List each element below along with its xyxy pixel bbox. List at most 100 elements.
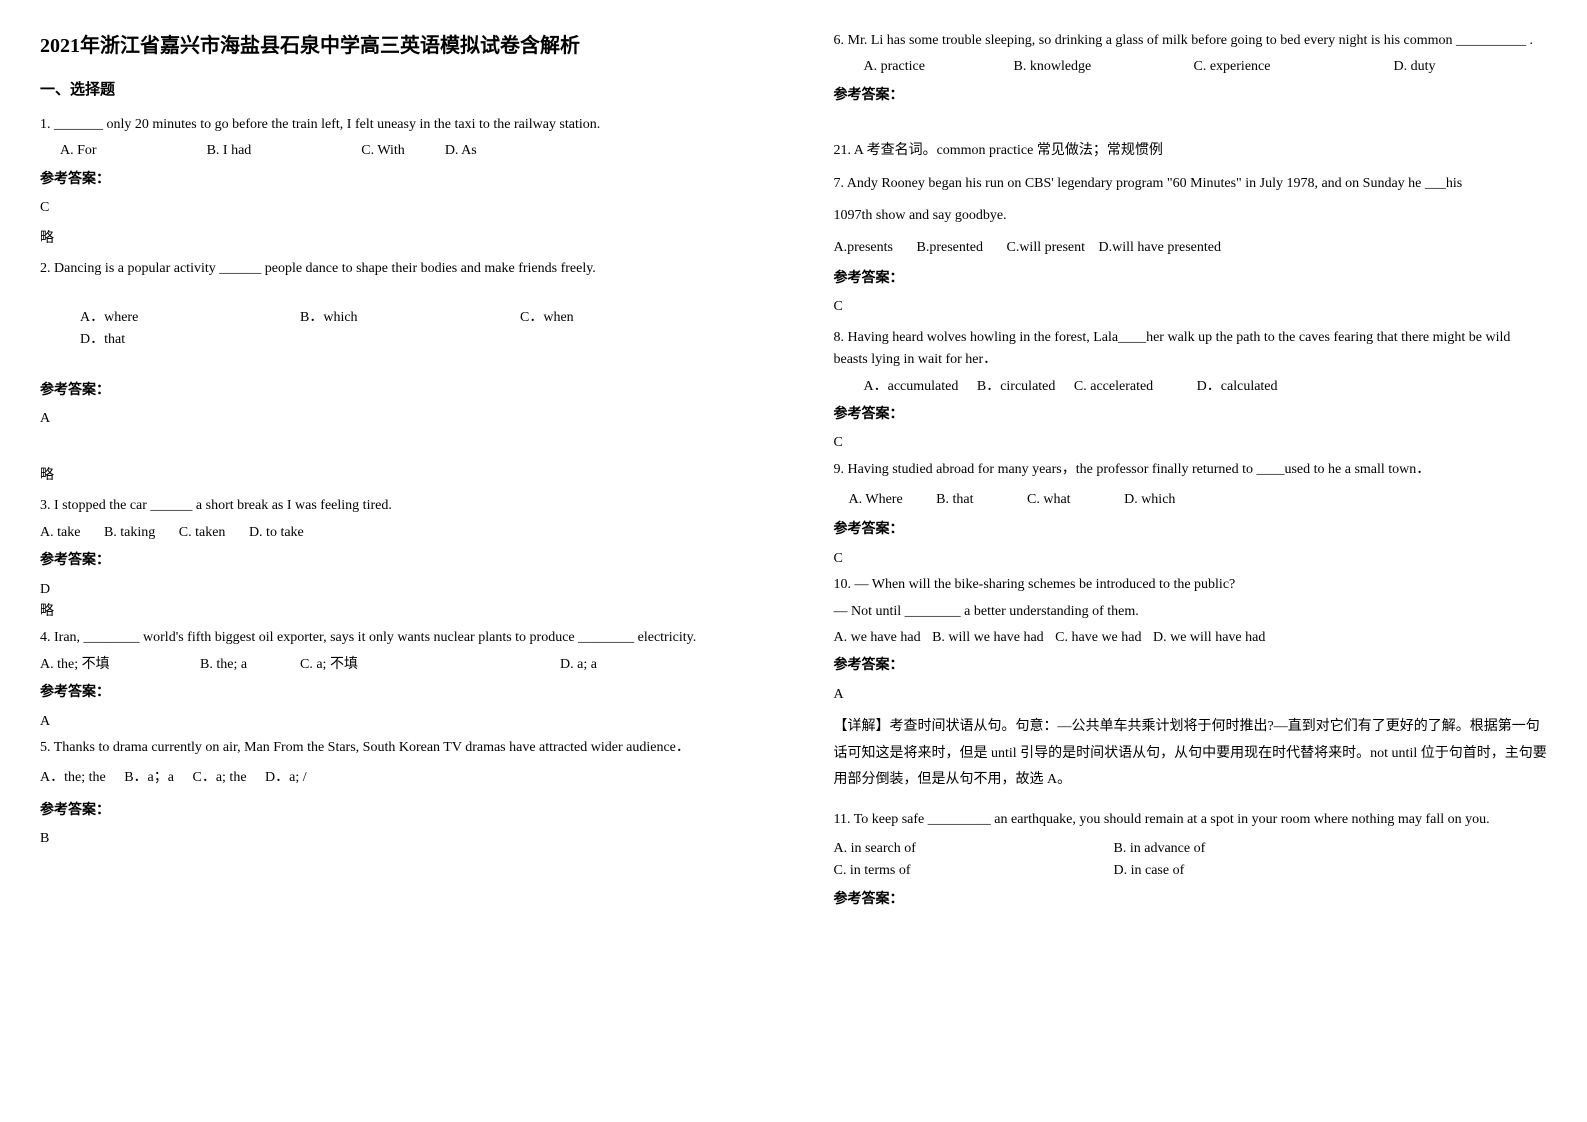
q9-opt-b: B. that (936, 492, 973, 507)
q2-note: 略 (40, 465, 754, 487)
q8-text: 8. Having heard wolves howling in the fo… (834, 327, 1548, 372)
q2-opt-a: A．where (80, 307, 300, 329)
q9-opt-d: D. which (1124, 492, 1175, 507)
q1-answer: C (40, 197, 754, 219)
q10-options: A. we have had B. will we have had C. ha… (834, 627, 1548, 649)
q5-opt-b: B．a；a (124, 770, 174, 785)
q11-opt-c: C. in terms of (834, 860, 1114, 882)
question-7: 7. Andy Rooney began his run on CBS' leg… (834, 170, 1548, 319)
q4-options: A. the; 不填 B. the; a C. a; 不填 D. a; a (40, 654, 754, 676)
q11-options-row2: C. in terms of D. in case of (834, 860, 1548, 882)
q10-opt-a: A. we have had (834, 630, 921, 645)
q4-opt-d: D. a; a (560, 654, 597, 676)
q8-answer: C (834, 432, 1548, 454)
q10-opt-d: D. we will have had (1153, 630, 1265, 645)
question-8: 8. Having heard wolves howling in the fo… (834, 327, 1548, 455)
q9-answer: C (834, 548, 1548, 570)
q6-opt-c: C. experience (1194, 56, 1394, 78)
q4-opt-a: A. the; 不填 (40, 654, 200, 676)
q9-opt-c: C. what (1027, 492, 1071, 507)
q8-opt-a: A．accumulated (864, 379, 959, 394)
question-10: 10. — When will the bike-sharing schemes… (834, 574, 1548, 794)
q7-options: A.presents B.presented C.will present D.… (834, 234, 1548, 262)
q7-text1: 7. Andy Rooney began his run on CBS' leg… (834, 170, 1548, 198)
left-column: 2021年浙江省嘉兴市海盐县石泉中学高三英语模拟试卷含解析 一、选择题 1. _… (0, 0, 794, 1122)
q11-answer-label: 参考答案： (834, 889, 1548, 911)
q10-opt-b: B. will we have had (932, 630, 1044, 645)
q3-text: 3. I stopped the car ______ a short brea… (40, 495, 754, 517)
q4-text: 4. Iran, ________ world's fifth biggest … (40, 627, 754, 649)
q2-opt-b: B．which (300, 307, 520, 329)
q1-options: A. For B. I had C. With D. As (40, 140, 754, 162)
q9-options: A. Where B. that C. what D. which (834, 489, 1548, 511)
q10-text2: — Not until ________ a better understand… (834, 601, 1548, 623)
q5-opt-d: D．a; / (265, 770, 307, 785)
q1-opt-b: B. I had (207, 140, 252, 162)
q5-text: 5. Thanks to drama currently on air, Man… (40, 737, 754, 759)
q2-opt-d: D．that (80, 332, 125, 347)
q6-answer: 21. A 考查名词。common practice 常见做法；常规惯例 (834, 140, 1548, 162)
q8-opt-d: D．calculated (1197, 379, 1278, 394)
question-11: 11. To keep safe _________ an earthquake… (834, 806, 1548, 911)
q5-opt-c: C．a; the (192, 770, 246, 785)
question-1: 1. _______ only 20 minutes to go before … (40, 114, 754, 250)
q3-opt-b: B. taking (104, 525, 155, 540)
q11-opt-d: D. in case of (1114, 860, 1185, 882)
question-9: 9. Having studied abroad for many years，… (834, 459, 1548, 571)
q2-text: 2. Dancing is a popular activity ______ … (40, 258, 754, 280)
q10-opt-c: C. have we had (1055, 630, 1141, 645)
q7-opt-b: B.presented (917, 240, 983, 255)
question-5: 5. Thanks to drama currently on air, Man… (40, 737, 754, 851)
q3-opt-a: A. take (40, 525, 80, 540)
q1-note: 略 (40, 228, 754, 250)
q6-opt-a: A. practice (864, 56, 1014, 78)
q6-options: A. practice B. knowledge C. experience D… (834, 56, 1548, 78)
q5-options: A．the; the B．a；a C．a; the D．a; / (40, 767, 754, 789)
q4-answer: A (40, 711, 754, 733)
q8-answer-label: 参考答案： (834, 404, 1548, 426)
q1-opt-a: A. For (60, 140, 97, 162)
q3-note: 略 (40, 601, 754, 623)
q10-answer: A (834, 684, 1548, 706)
q1-answer-label: 参考答案： (40, 169, 754, 191)
q2-opt-c: C．when (520, 307, 574, 329)
q5-answer: B (40, 828, 754, 850)
q3-opt-d: D. to take (249, 525, 304, 540)
q7-answer: C (834, 296, 1548, 318)
q5-opt-a: A．the; the (40, 770, 106, 785)
q7-text2: 1097th show and say goodbye. (834, 202, 1548, 230)
q1-opt-c: C. With (361, 140, 405, 162)
question-6: 6. Mr. Li has some trouble sleeping, so … (834, 30, 1548, 162)
question-4: 4. Iran, ________ world's fifth biggest … (40, 627, 754, 733)
q5-answer-label: 参考答案： (40, 800, 754, 822)
q4-opt-b: B. the; a (200, 654, 300, 676)
q7-answer-label: 参考答案： (834, 268, 1548, 290)
q8-opt-b: B．circulated (977, 379, 1056, 394)
q10-text1: 10. — When will the bike-sharing schemes… (834, 574, 1548, 596)
q8-opt-c: C. accelerated (1074, 379, 1153, 394)
q1-opt-d: D. As (445, 140, 477, 162)
question-2: 2. Dancing is a popular activity ______ … (40, 258, 754, 488)
q4-answer-label: 参考答案： (40, 682, 754, 704)
q11-text: 11. To keep safe _________ an earthquake… (834, 806, 1548, 834)
q2-options: A．where B．which C．when D．that (40, 307, 754, 352)
q1-text: 1. _______ only 20 minutes to go before … (40, 114, 754, 136)
q9-answer-label: 参考答案： (834, 519, 1548, 541)
q3-opt-c: C. taken (179, 525, 226, 540)
q3-answer: D (40, 579, 754, 601)
q7-opt-a: A.presents (834, 240, 894, 255)
q3-options: A. take B. taking C. taken D. to take (40, 522, 754, 544)
q8-options: A．accumulated B．circulated C. accelerate… (834, 376, 1548, 398)
q11-opt-a: A. in search of (834, 838, 1114, 860)
right-column: 6. Mr. Li has some trouble sleeping, so … (794, 0, 1587, 1122)
document-title: 2021年浙江省嘉兴市海盐县石泉中学高三英语模拟试卷含解析 (40, 30, 754, 62)
q2-answer-label: 参考答案： (40, 380, 754, 402)
q6-opt-d: D. duty (1394, 56, 1436, 78)
q4-opt-c: C. a; 不填 (300, 654, 560, 676)
q7-opt-c: C.will present (1006, 240, 1085, 255)
q2-answer: A (40, 408, 754, 430)
q10-answer-label: 参考答案： (834, 655, 1548, 677)
q11-options-row1: A. in search of B. in advance of (834, 838, 1548, 860)
q11-opt-b: B. in advance of (1114, 838, 1206, 860)
q10-explanation: 【详解】考查时间状语从句。句意：—公共单车共乘计划将于何时推出?—直到对它们有了… (834, 714, 1548, 794)
